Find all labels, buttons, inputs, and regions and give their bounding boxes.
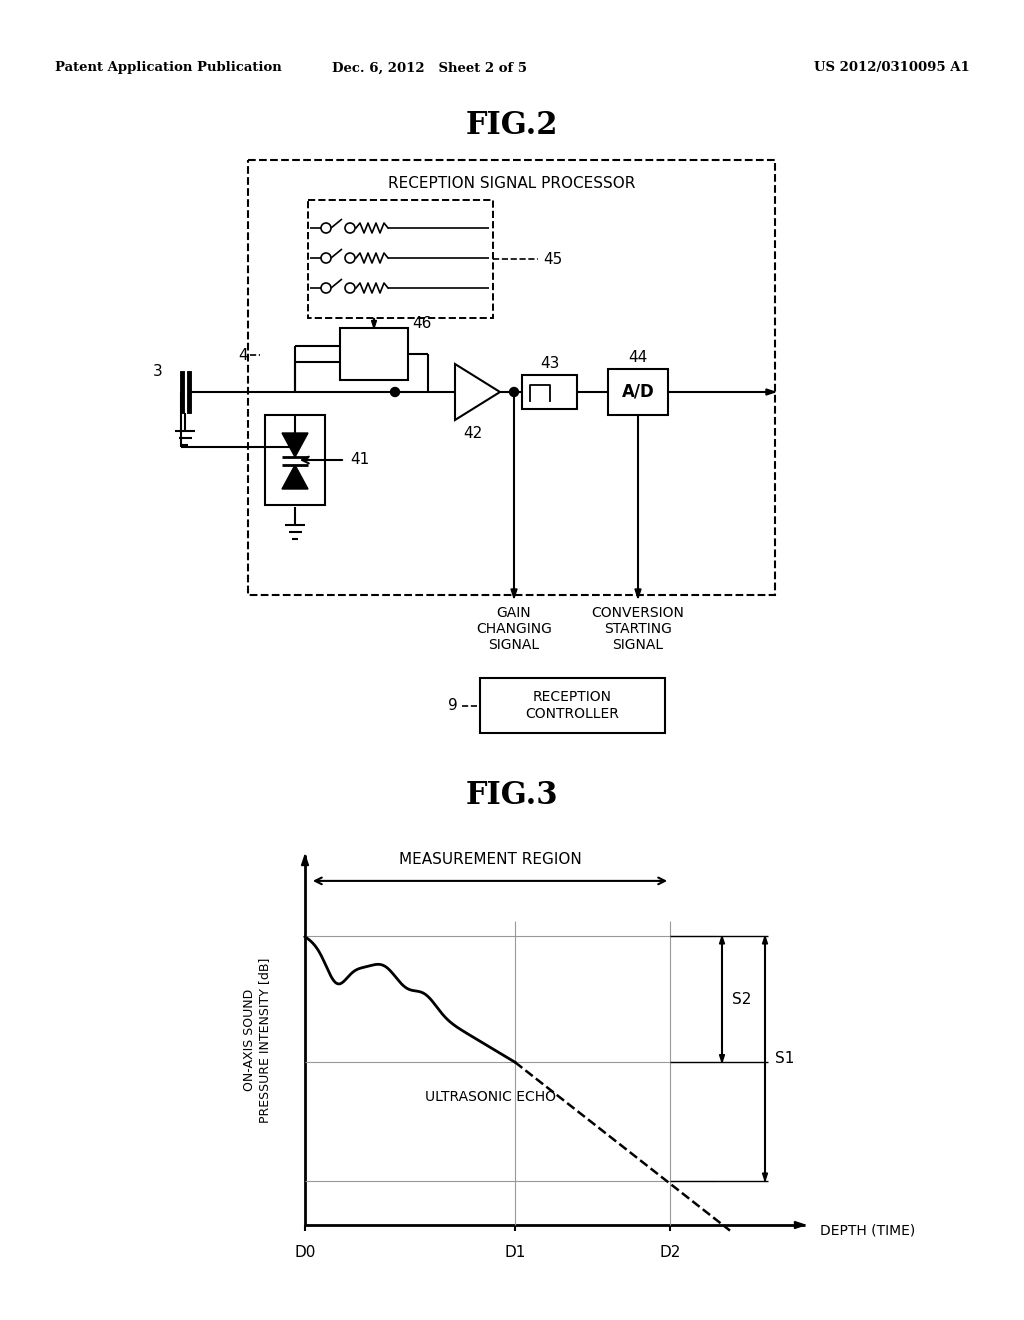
Bar — [522, 375, 577, 409]
Circle shape — [510, 388, 518, 396]
Text: 44: 44 — [629, 350, 647, 364]
Text: Patent Application Publication: Patent Application Publication — [55, 62, 282, 74]
Bar — [480, 678, 665, 733]
Text: GAIN
CHANGING
SIGNAL: GAIN CHANGING SIGNAL — [476, 606, 552, 652]
Polygon shape — [282, 465, 308, 488]
Polygon shape — [455, 364, 500, 420]
Polygon shape — [372, 321, 377, 327]
Text: D2: D2 — [659, 1245, 681, 1261]
Bar — [340, 327, 408, 380]
Bar — [608, 370, 668, 414]
Text: ULTRASONIC ECHO: ULTRASONIC ECHO — [425, 1090, 556, 1105]
Text: D0: D0 — [294, 1245, 315, 1261]
Polygon shape — [511, 589, 517, 598]
Text: CONVERSION
STARTING
SIGNAL: CONVERSION STARTING SIGNAL — [592, 606, 684, 652]
Text: ON-AXIS SOUND
PRESSURE INTENSITY [dB]: ON-AXIS SOUND PRESSURE INTENSITY [dB] — [243, 957, 271, 1123]
Text: A/D: A/D — [622, 383, 654, 401]
Text: 9: 9 — [449, 698, 458, 713]
Text: Dec. 6, 2012   Sheet 2 of 5: Dec. 6, 2012 Sheet 2 of 5 — [333, 62, 527, 74]
Text: 45: 45 — [543, 252, 562, 267]
Text: S2: S2 — [732, 991, 752, 1007]
Text: US 2012/0310095 A1: US 2012/0310095 A1 — [814, 62, 970, 74]
Text: FIG.2: FIG.2 — [466, 110, 558, 140]
Text: 46: 46 — [412, 315, 431, 330]
Polygon shape — [763, 1173, 768, 1180]
Text: DEPTH (TIME): DEPTH (TIME) — [820, 1224, 915, 1237]
Text: RECEPTION SIGNAL PROCESSOR: RECEPTION SIGNAL PROCESSOR — [388, 176, 636, 190]
Text: FIG.3: FIG.3 — [466, 780, 558, 810]
Text: MEASUREMENT REGION: MEASUREMENT REGION — [398, 851, 582, 867]
Polygon shape — [301, 855, 308, 866]
Text: 42: 42 — [463, 426, 482, 441]
Polygon shape — [795, 1221, 805, 1229]
Polygon shape — [282, 433, 308, 457]
Polygon shape — [635, 589, 641, 598]
Bar — [265, 414, 325, 506]
Polygon shape — [720, 1055, 725, 1063]
Polygon shape — [763, 936, 768, 944]
Text: S1: S1 — [775, 1051, 795, 1067]
Text: 3: 3 — [154, 364, 163, 380]
Text: RECEPTION
CONTROLLER: RECEPTION CONTROLLER — [525, 690, 620, 721]
Polygon shape — [766, 389, 775, 395]
Text: D1: D1 — [504, 1245, 525, 1261]
Text: 41: 41 — [350, 453, 370, 467]
Text: 4: 4 — [239, 347, 248, 363]
Bar — [308, 201, 493, 318]
Text: 43: 43 — [540, 355, 559, 371]
Circle shape — [390, 388, 399, 396]
Polygon shape — [720, 936, 725, 944]
Bar — [248, 160, 775, 595]
